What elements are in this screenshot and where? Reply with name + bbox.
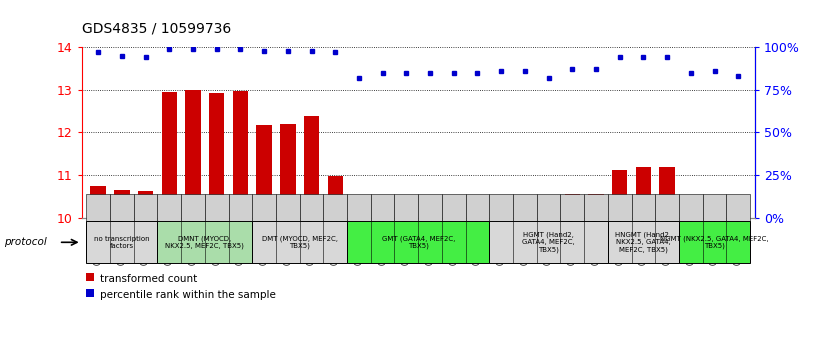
Bar [228, 194, 252, 221]
Bar [157, 194, 181, 221]
Bar [561, 194, 584, 221]
Bar [205, 194, 228, 221]
Bar [541, 208, 557, 218]
Bar [537, 194, 561, 221]
Bar [679, 194, 703, 221]
Bar [470, 199, 486, 218]
Bar [442, 194, 466, 221]
Bar [517, 198, 533, 218]
Bar [327, 176, 343, 218]
Text: HGMT (Hand2,
GATA4, MEF2C,
TBX5): HGMT (Hand2, GATA4, MEF2C, TBX5) [522, 232, 575, 253]
Bar [490, 194, 513, 221]
Bar [162, 92, 177, 218]
Text: no transcription
factors: no transcription factors [94, 236, 149, 249]
Bar [91, 186, 106, 218]
Text: DMNT (MYOCD,
NKX2.5, MEF2C, TBX5): DMNT (MYOCD, NKX2.5, MEF2C, TBX5) [166, 235, 244, 249]
Bar [252, 194, 276, 221]
Bar [655, 194, 679, 221]
Bar [608, 194, 632, 221]
Bar [276, 194, 299, 221]
Bar [181, 194, 205, 221]
Bar [399, 200, 414, 218]
Bar [304, 116, 319, 218]
Bar [490, 221, 608, 263]
Text: protocol: protocol [4, 237, 47, 247]
Bar [584, 194, 608, 221]
Bar [256, 125, 272, 218]
Bar [375, 201, 390, 218]
Bar [134, 194, 157, 221]
Bar [707, 197, 722, 218]
Text: transformed count: transformed count [100, 274, 197, 284]
Bar [86, 221, 157, 263]
Bar [347, 221, 490, 263]
Bar [730, 206, 746, 218]
Text: GDS4835 / 10599736: GDS4835 / 10599736 [82, 22, 231, 36]
Bar [394, 194, 419, 221]
Bar [252, 221, 347, 263]
Text: GMT (GATA4, MEF2C,
TBX5): GMT (GATA4, MEF2C, TBX5) [382, 235, 455, 249]
Bar [632, 194, 655, 221]
Bar [370, 194, 394, 221]
Bar [299, 194, 323, 221]
Bar [703, 194, 726, 221]
Bar [588, 194, 604, 218]
Bar [110, 194, 134, 221]
Bar [138, 191, 153, 218]
Bar [209, 93, 224, 218]
Text: DMT (MYOCD, MEF2C,
TBX5): DMT (MYOCD, MEF2C, TBX5) [262, 235, 338, 249]
Bar [280, 125, 295, 218]
Bar [185, 90, 201, 218]
Bar [513, 194, 537, 221]
Bar [608, 221, 679, 263]
Bar [157, 221, 252, 263]
Bar [419, 194, 442, 221]
Bar [726, 194, 750, 221]
Bar [86, 194, 110, 221]
Text: HNGMT (Hand2,
NKX2.5, GATA4,
MEF2C, TBX5): HNGMT (Hand2, NKX2.5, GATA4, MEF2C, TBX5… [615, 232, 672, 253]
Bar [659, 167, 675, 218]
Bar [351, 208, 366, 218]
Bar [679, 221, 750, 263]
Bar [423, 201, 437, 218]
Bar [683, 199, 698, 218]
Text: NGMT (NKX2.5, GATA4, MEF2C,
TBX5): NGMT (NKX2.5, GATA4, MEF2C, TBX5) [660, 235, 769, 249]
Bar [494, 198, 509, 218]
Bar [114, 190, 130, 218]
Bar [565, 194, 580, 218]
Bar [446, 200, 462, 218]
Text: percentile rank within the sample: percentile rank within the sample [100, 290, 277, 301]
Bar [636, 167, 651, 218]
Bar [466, 194, 490, 221]
Bar [323, 194, 347, 221]
Bar [233, 91, 248, 218]
Bar [347, 194, 370, 221]
Bar [612, 170, 628, 218]
